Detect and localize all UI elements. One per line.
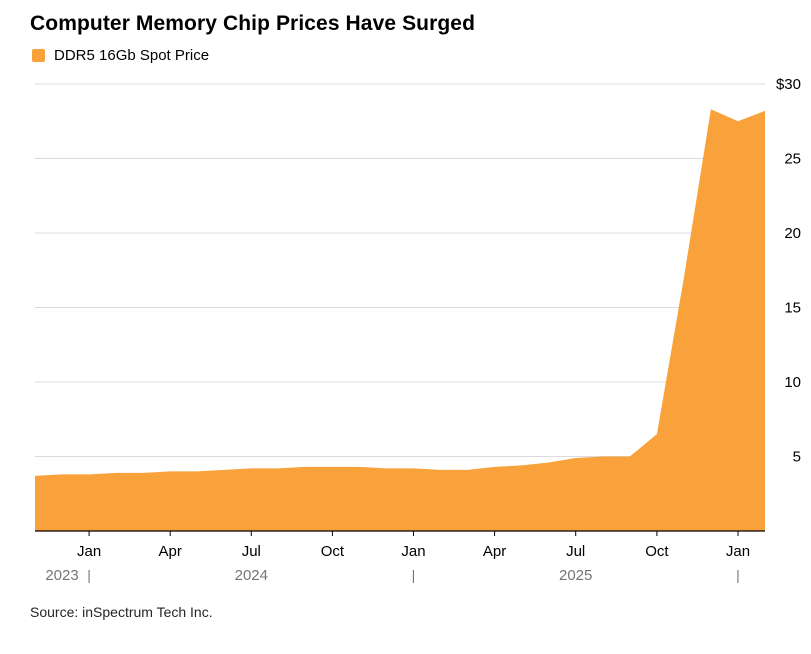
x-axis-tick-label: Jan (726, 543, 750, 560)
year-label: 2025 (559, 567, 592, 584)
y-axis-tick-label: 25 (784, 151, 801, 168)
x-axis-tick-label: Jan (77, 543, 101, 560)
y-axis-tick-label: 10 (784, 374, 801, 391)
x-axis-tick-label: Oct (321, 543, 345, 560)
year-separator: | (87, 567, 91, 583)
source-attribution: Source: inSpectrum Tech Inc. (30, 604, 213, 620)
area-series (35, 109, 765, 532)
year-label: 2024 (235, 567, 268, 584)
x-axis-tick-label: Jul (242, 543, 261, 560)
chart-legend: DDR5 16Gb Spot Price (32, 47, 811, 64)
x-axis-tick-label: Jan (401, 543, 425, 560)
legend-swatch-icon (32, 49, 45, 62)
x-axis-tick-label: Apr (483, 543, 506, 560)
y-axis-tick-label: $30 (776, 76, 801, 93)
legend-label: DDR5 16Gb Spot Price (54, 47, 210, 64)
chart-title: Computer Memory Chip Prices Have Surged (30, 12, 476, 35)
y-axis-tick-label: 15 (784, 300, 801, 317)
year-label: 2023 (45, 567, 78, 584)
year-separator: | (736, 567, 740, 583)
year-separator: | (412, 567, 416, 583)
x-axis-tick-label: Jul (566, 543, 585, 560)
y-axis-tick-label: 20 (784, 225, 801, 242)
y-axis-tick-label: 5 (793, 449, 801, 466)
x-axis-tick-label: Oct (645, 543, 669, 560)
x-axis-tick-label: Apr (159, 543, 182, 560)
